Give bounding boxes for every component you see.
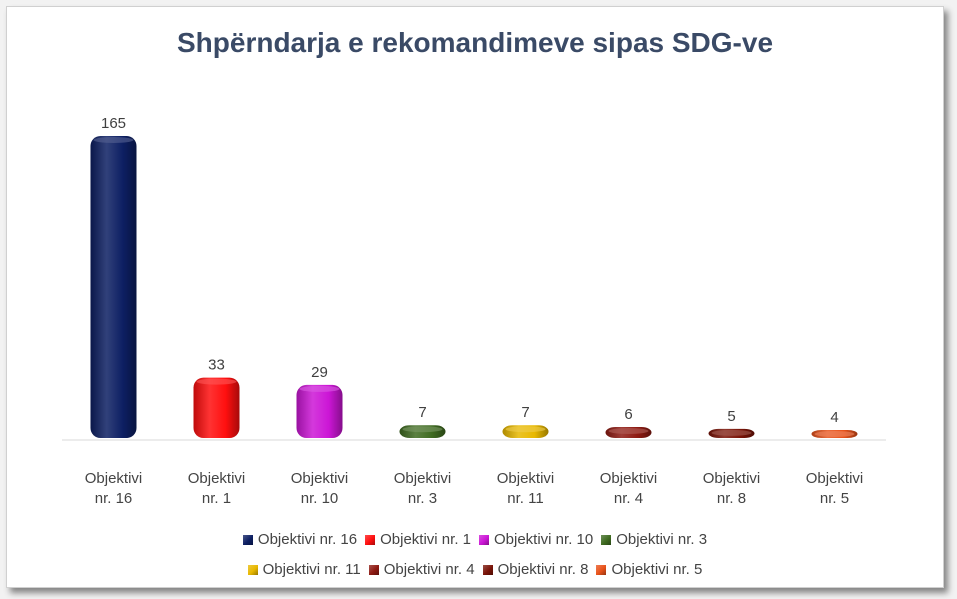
bar-highlight [814,431,855,437]
category-label: Objektivi nr. 8 [703,470,761,507]
legend-item: Objektivi nr. 3 [601,531,707,548]
legend-label: Objektivi nr. 3 [616,531,708,548]
data-label: 165 [101,115,126,132]
category-label-line: Objektivi [85,470,143,487]
category-label: Objektivi nr. 1 [188,470,246,507]
legend-swatch [247,564,258,575]
category-label-line: nr. 8 [717,490,746,507]
category-label-line: nr. 3 [408,490,437,507]
data-label: 7 [521,404,529,421]
legend-swatch [368,564,379,575]
legend-swatch [479,534,489,545]
legend-item: Objektivi nr. 10 [479,531,593,548]
data-label: 5 [727,408,735,425]
legend-item: Objektivi nr. 4 [368,561,475,578]
bar-highlight [608,428,649,435]
category-label-line: nr. 16 [95,490,133,507]
category-label-line: nr. 1 [202,490,231,507]
data-label: 33 [208,357,225,374]
category-label: Objektivi nr. 11 [497,470,555,507]
legend-swatch [601,534,612,545]
category-label-line: Objektivi [394,470,452,487]
legend-label: Objektivi nr. 11 [262,561,361,578]
category-label-line: Objektivi [703,470,761,487]
category-label-line: nr. 5 [820,490,849,507]
category-label: Objektivi nr. 5 [806,470,864,507]
legend-item: Objektivi nr. 1 [365,531,471,548]
legend-swatch [242,534,253,545]
bar [90,136,137,438]
chart-legend: Objektivi nr. 16 Objektivi nr. 1 Objektivi… [7,531,943,591]
legend-item: Objektivi nr. 16 [242,531,358,548]
legend-label: Objektivi nr. 4 [383,561,475,578]
bar-highlight [402,426,443,433]
category-label-line: Objektivi [188,470,246,487]
category-label-line: nr. 10 [301,490,339,507]
bar-highlight [505,426,546,433]
legend-item: Objektivi nr. 11 [247,561,361,578]
chart-frame: Shpërndarja e rekomandimeve sipas SDG-ve… [6,6,944,588]
legend-label: Objektivi nr. 10 [494,531,594,548]
bar-highlight [196,378,237,385]
legend-swatch [596,564,607,575]
bar-highlight [711,429,752,436]
legend-label: Objektivi nr. 5 [611,561,703,578]
bar-highlight [93,137,134,143]
chart-plot: 165 Objektivi nr. 16 33 Objektivi nr. 1 29 Obje… [62,115,886,507]
bar [193,377,240,438]
bar [296,384,343,438]
category-label-line: Objektivi [600,470,658,487]
data-label: 4 [830,409,838,426]
data-label: 29 [311,364,328,381]
legend-row: Objektivi nr. 16 Objektivi nr. 1 Objektivi… [7,531,943,548]
legend-item: Objektivi nr. 5 [596,561,702,578]
category-label-line: Objektivi [291,470,349,487]
category-label: Objektivi nr. 10 [291,470,349,507]
legend-item: Objektivi nr. 8 [482,561,589,578]
category-label: Objektivi nr. 3 [394,470,452,507]
category-label-line: Objektivi [497,470,555,487]
category-label-line: Objektivi [806,470,864,487]
legend-row: Objektivi nr. 11 Objektivi nr. 4 Objektivi… [7,561,943,578]
legend-swatch [365,534,376,545]
legend-label: Objektivi nr. 16 [257,531,358,548]
category-label: Objektivi nr. 4 [600,470,658,507]
data-label: 7 [418,404,426,421]
category-label-line: nr. 4 [614,490,643,507]
legend-label: Objektivi nr. 1 [380,531,471,548]
category-label-line: nr. 11 [507,490,543,507]
chart-title: Shpërndarja e rekomandimeve sipas SDG-ve [176,27,774,58]
category-label: Objektivi nr. 16 [85,470,143,507]
legend-swatch [482,564,493,575]
data-label: 6 [624,406,632,423]
legend-label: Objektivi nr. 8 [497,561,589,578]
bar-highlight [299,385,340,392]
